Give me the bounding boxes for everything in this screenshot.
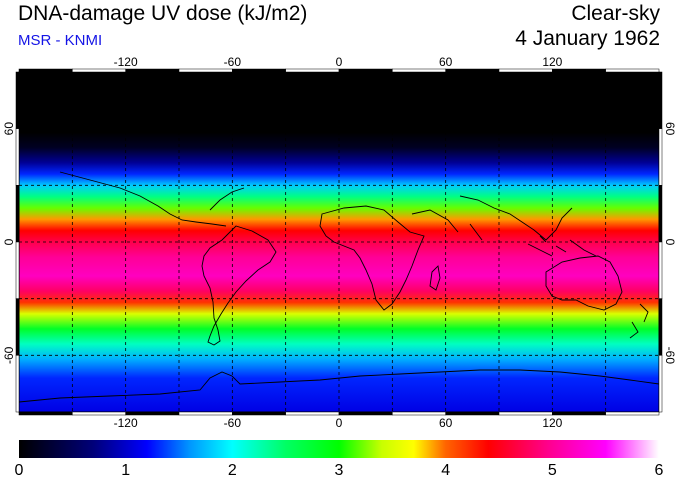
coastline-madagascar [429, 265, 441, 291]
latitude-label: 0 [2, 238, 16, 245]
coastlines [19, 171, 659, 403]
border-bar-left [15, 241, 20, 299]
border-bar-left [15, 128, 20, 186]
latitude-labels-left: 60 0 -60 [2, 122, 16, 364]
map-border-bars [15, 68, 663, 416]
border-bar-top [285, 68, 340, 73]
colorbar-tick-label: 5 [548, 462, 557, 479]
border-bar-bottom [552, 411, 606, 416]
coastline-indonesia [527, 235, 597, 257]
coastline-asia [411, 195, 573, 241]
longitude-label: -120 [114, 416, 138, 430]
longitude-label: 60 [439, 416, 453, 430]
colorbar-gradient [19, 440, 659, 458]
colorbar-tick-label: 2 [228, 462, 237, 479]
border-bar-right [658, 355, 663, 413]
border-bar-top [392, 68, 446, 73]
date-label: 4 January 1962 [515, 27, 660, 50]
border-bar-bottom [392, 411, 446, 416]
graticule [19, 72, 659, 412]
border-bar-top [72, 68, 126, 73]
map-title: DNA-damage UV dose (kJ/m2) [18, 2, 308, 25]
longitude-label: 0 [336, 55, 343, 69]
border-bar-bottom [18, 411, 73, 416]
longitude-labels-bottom: -120 -60 0 60 120 [114, 416, 563, 430]
coastline-new-zealand [629, 303, 649, 339]
border-bar-bottom [72, 411, 126, 416]
colorbar-tick-label: 4 [441, 462, 450, 479]
border-bar-top [232, 68, 286, 73]
colorbar: 0 1 2 3 4 5 6 [15, 440, 664, 479]
colorbar-tick-label: 6 [655, 462, 664, 479]
latitude-label: -60 [663, 347, 677, 365]
source-label: MSR - KNMI [18, 32, 103, 49]
longitude-label: 120 [542, 416, 562, 430]
longitude-label: 60 [439, 55, 453, 69]
border-bar-bottom [125, 411, 180, 416]
latitude-labels-right: 60 0 -60 [663, 122, 677, 364]
coastline-australia [545, 255, 623, 311]
latitude-label: 60 [663, 122, 677, 136]
border-bar-top [605, 68, 660, 73]
sky-condition-label: Clear-sky [571, 2, 660, 25]
colorbar-tick-label: 3 [335, 462, 344, 479]
longitude-label: -60 [224, 55, 242, 69]
border-bar-bottom [232, 411, 286, 416]
border-bar-top [178, 68, 233, 73]
colorbar-tick-labels: 0 1 2 3 4 5 6 [15, 462, 664, 479]
border-bar-left [15, 298, 20, 356]
longitude-label: -60 [224, 416, 242, 430]
coastline-north-america [59, 171, 245, 227]
map-area [18, 71, 660, 413]
border-bar-top [498, 68, 553, 73]
border-bar-right [658, 71, 663, 129]
border-bar-right [658, 298, 663, 356]
latitude-label: 0 [663, 239, 677, 246]
border-bar-bottom [285, 411, 340, 416]
colorbar-tick-label: 1 [121, 462, 130, 479]
longitude-label: 0 [336, 416, 343, 430]
border-bar-bottom [338, 411, 393, 416]
border-bar-right [658, 128, 663, 186]
border-bar-right [658, 241, 663, 299]
longitude-label: -120 [114, 55, 138, 69]
border-bar-top [338, 68, 393, 73]
coastline-antarctica [19, 369, 659, 403]
border-bar-top [125, 68, 180, 73]
border-bar-top [445, 68, 500, 73]
border-bar-left [15, 355, 20, 413]
longitude-labels-top: -120 -60 0 60 120 [114, 55, 563, 69]
border-bar-bottom [178, 411, 233, 416]
latitude-label: -60 [2, 346, 16, 364]
border-bar-bottom [605, 411, 660, 416]
coastline-africa [319, 205, 425, 311]
border-bar-left [15, 185, 20, 243]
longitude-label: 120 [542, 55, 562, 69]
latitude-label: 60 [2, 122, 16, 136]
border-bar-top [552, 68, 606, 73]
border-bar-left [15, 71, 20, 129]
border-bar-right [658, 185, 663, 243]
border-bar-bottom [498, 411, 553, 416]
border-bar-bottom [445, 411, 500, 416]
coastline-south-america [201, 225, 277, 346]
border-bar-top [18, 68, 73, 73]
colorbar-tick-label: 0 [15, 462, 24, 479]
